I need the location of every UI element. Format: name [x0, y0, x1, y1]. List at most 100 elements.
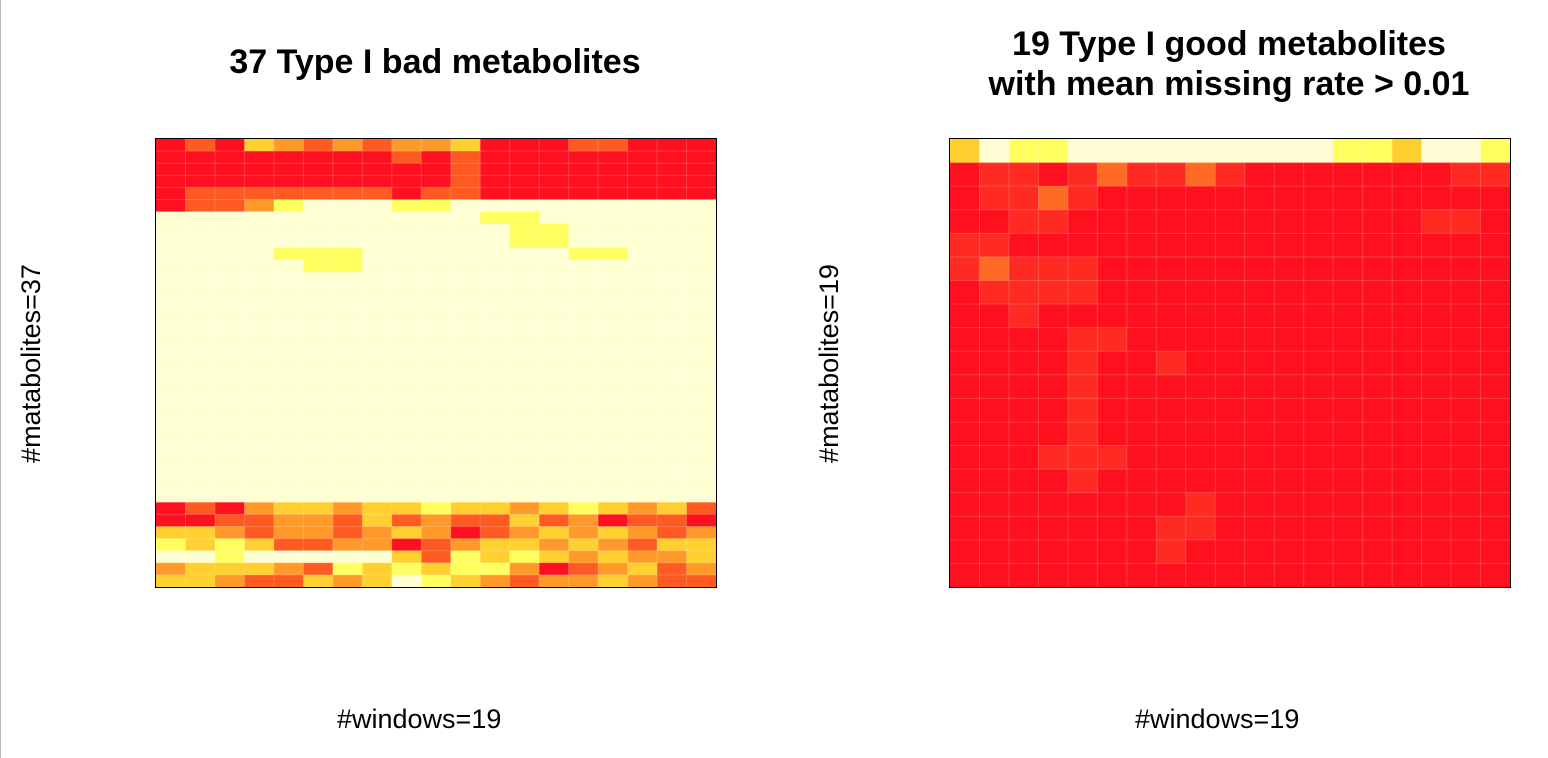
heatmap-cell: [303, 369, 334, 382]
heatmap-cell: [185, 296, 216, 309]
heatmap-cell: [244, 296, 275, 309]
heatmap-cell: [686, 272, 716, 285]
heatmap-cell: [214, 417, 245, 430]
heatmap-cell: [480, 356, 511, 370]
heatmap-cell: [1067, 351, 1098, 376]
heatmap-cell: [657, 490, 687, 503]
heatmap-cell: [156, 260, 186, 273]
heatmap-cell: [657, 369, 687, 382]
heatmap-cell: [1451, 186, 1481, 211]
heatmap-cell: [156, 223, 186, 237]
heatmap-cell: [332, 429, 363, 443]
heatmap-cell: [185, 538, 216, 552]
heatmap-cell: [450, 478, 481, 491]
heatmap-right: [949, 138, 1511, 588]
heatmap-cell: [950, 421, 980, 446]
heatmap-cell: [627, 356, 658, 370]
heatmap-cell: [391, 562, 422, 576]
heatmap-cell: [156, 502, 186, 515]
heatmap-cell: [421, 465, 452, 479]
heatmap-cell: [509, 393, 540, 406]
heatmap-cell: [156, 381, 186, 394]
heatmap-cell: [657, 163, 687, 176]
heatmap-cell: [421, 429, 452, 443]
heatmap-cell: [1303, 304, 1334, 329]
heatmap-cell: [273, 381, 304, 394]
heatmap-cell: [1333, 469, 1364, 494]
heatmap-cell: [1156, 421, 1187, 446]
heatmap-cell: [450, 490, 481, 503]
heatmap-cell: [303, 199, 334, 213]
heatmap-cell: [657, 260, 687, 273]
heatmap-cell: [1244, 516, 1275, 541]
heatmap-cell: [273, 465, 304, 479]
heatmap-cell: [273, 211, 304, 225]
heatmap-cell: [1451, 304, 1481, 329]
heatmap-cell: [686, 260, 716, 273]
heatmap-cell: [657, 405, 687, 418]
heatmap-cell: [244, 356, 275, 370]
heatmap-cell: [509, 187, 540, 200]
heatmap-cell: [362, 429, 393, 443]
heatmap-cell: [450, 235, 481, 249]
heatmap-cell: [950, 374, 980, 399]
heatmap-cell: [1333, 186, 1364, 211]
heatmap-cell: [627, 284, 658, 297]
heatmap-cell: [979, 516, 1010, 541]
heatmap-cell: [509, 405, 540, 418]
heatmap-cell: [1126, 209, 1157, 234]
heatmap-cell: [1185, 374, 1216, 399]
heatmap-cell: [1097, 516, 1128, 541]
heatmap-cell: [627, 441, 658, 455]
heatmap-cell: [1067, 162, 1098, 187]
heatmap-cell: [185, 344, 216, 358]
heatmap-cell: [686, 151, 716, 164]
heatmap-cell: [480, 211, 511, 225]
heatmap-cell: [1362, 186, 1393, 211]
heatmap-cell: [686, 514, 716, 527]
heatmap-cell: [332, 550, 363, 564]
heatmap-cell: [657, 272, 687, 285]
heatmap-cell: [509, 163, 540, 176]
heatmap-cell: [1451, 162, 1481, 187]
heatmap-cell: [1333, 162, 1364, 187]
heatmap-cell: [156, 417, 186, 430]
heatmap-cell: [156, 139, 186, 152]
heatmap-cell: [1097, 421, 1128, 446]
heatmap-cell: [450, 405, 481, 418]
heatmap-cell: [657, 381, 687, 394]
heatmap-cell: [1038, 469, 1069, 494]
chart-title-right: 19 Type I good metabolites with mean mis…: [780, 24, 1548, 104]
heatmap-cell: [332, 247, 363, 261]
heatmap-cell: [539, 441, 570, 455]
heatmap-cell: [332, 320, 363, 334]
heatmap-cell: [598, 574, 628, 587]
heatmap-cell: [1451, 374, 1481, 399]
heatmap-cell: [1333, 256, 1364, 281]
heatmap-cell: [1480, 398, 1510, 423]
heatmap-cell: [391, 247, 422, 261]
heatmap-cell: [303, 538, 334, 552]
heatmap-cell: [303, 514, 334, 527]
heatmap-cell: [657, 223, 687, 237]
heatmap-cell: [1156, 516, 1187, 541]
heatmap-cell: [214, 247, 245, 261]
heatmap-cell: [332, 235, 363, 249]
heatmap-cell: [568, 344, 599, 358]
heatmap-cell: [450, 247, 481, 261]
heatmap-cell: [1126, 139, 1157, 163]
heatmap-cell: [244, 441, 275, 455]
heatmap-cell: [1097, 492, 1128, 517]
heatmap-cell: [1480, 539, 1510, 564]
heatmap-cell: [450, 562, 481, 576]
heatmap-cell: [568, 562, 599, 576]
heatmap-cell: [1067, 445, 1098, 470]
heatmap-cell: [539, 247, 570, 261]
heatmap-cell: [598, 478, 628, 491]
heatmap-cell: [303, 272, 334, 285]
heatmap-cell: [627, 296, 658, 309]
heatmap-cell: [1185, 563, 1216, 587]
heatmap-cell: [1333, 398, 1364, 423]
heatmap-cell: [1215, 162, 1246, 187]
heatmap-cell: [1392, 209, 1422, 234]
